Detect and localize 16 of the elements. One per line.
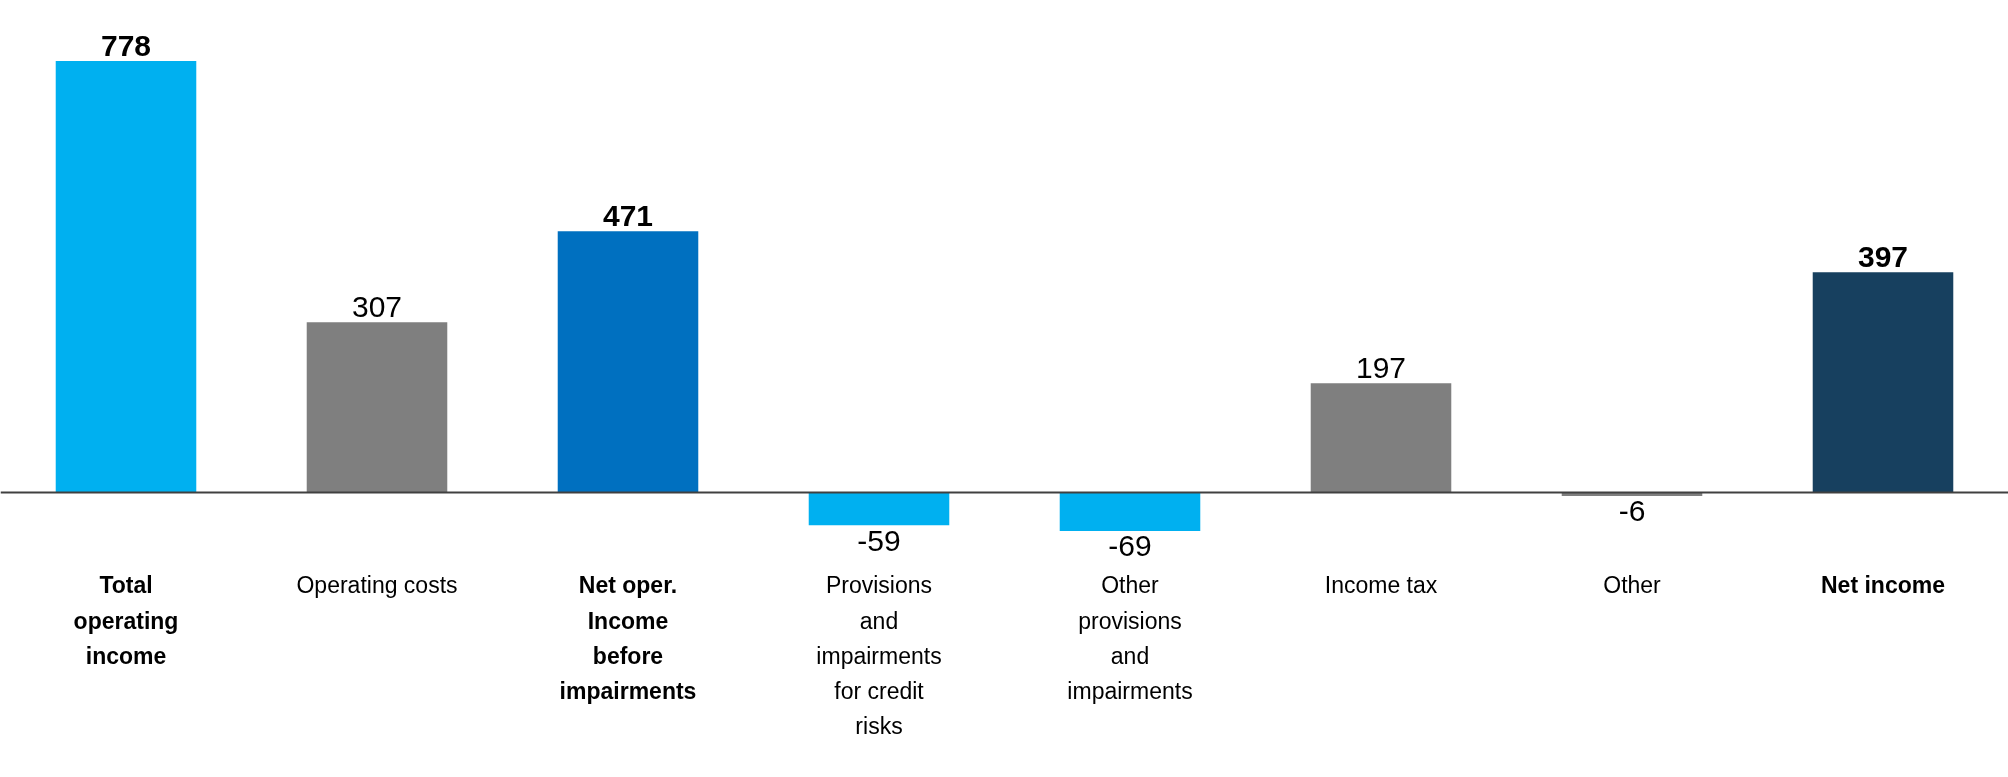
x-tick-label: Net income [1821,572,1945,599]
x-tick-label: Other provisions and impairments [1067,572,1193,704]
x-tick-label: Total operating income [73,572,179,669]
data-label: -59 [857,523,901,557]
x-tick-label: Income tax [1324,572,1438,599]
x-tick-label: Provisions and impairments for credit risks [816,572,942,739]
data-label: -69 [1108,529,1152,563]
x-tick-label: Operating costs [296,572,458,599]
data-label: 307 [351,290,403,324]
data-label: 197 [1355,351,1407,385]
data-label: -6 [1618,494,1646,528]
data-label: 778 [100,28,152,62]
x-tick-label: Net oper. Income before impairments [559,572,697,704]
data-label: 471 [602,199,654,233]
x-tick-label: Other [1603,572,1662,599]
data-label: 397 [1857,240,1909,274]
